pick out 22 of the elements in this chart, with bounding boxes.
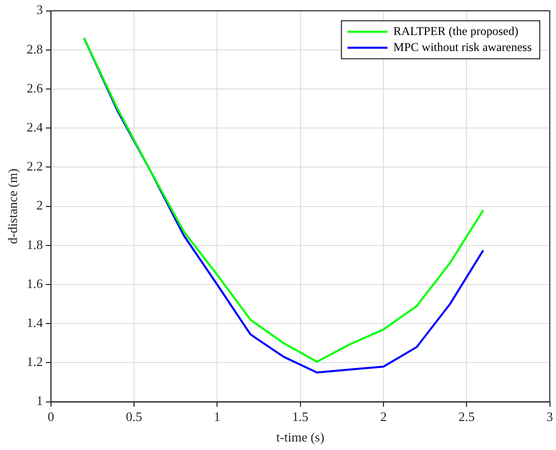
y-axis-title: d-distance (m) (5, 168, 20, 244)
x-axis-title: t-time (s) (276, 430, 324, 445)
y-tick-label: 1 (36, 393, 43, 408)
y-tick-label: 2.8 (26, 41, 43, 56)
y-tick-label: 2.6 (26, 80, 44, 96)
legend-label: RALTPER (the proposed) (393, 24, 518, 38)
y-tick-label: 1.2 (26, 354, 43, 370)
y-tick-label: 1.6 (26, 276, 44, 291)
x-tick-label: 2.5 (458, 409, 475, 424)
x-tick-label: 3 (546, 409, 553, 424)
x-tick-label: 1 (214, 409, 220, 424)
legend-label: MPC without risk awareness (393, 40, 532, 54)
y-tick-label: 2.2 (26, 158, 43, 174)
x-tick-label: 2 (380, 409, 387, 424)
y-tick-label: 1.4 (26, 315, 44, 330)
x-tick-label: 0 (48, 409, 54, 424)
x-tick-label: 0.5 (126, 409, 142, 424)
y-tick-label: 1.8 (26, 236, 43, 252)
y-tick-label: 2 (36, 198, 43, 213)
y-tick-label: 2.4 (26, 120, 44, 135)
y-tick-label: 3 (36, 2, 43, 18)
x-tick-label: 1.5 (292, 409, 308, 424)
